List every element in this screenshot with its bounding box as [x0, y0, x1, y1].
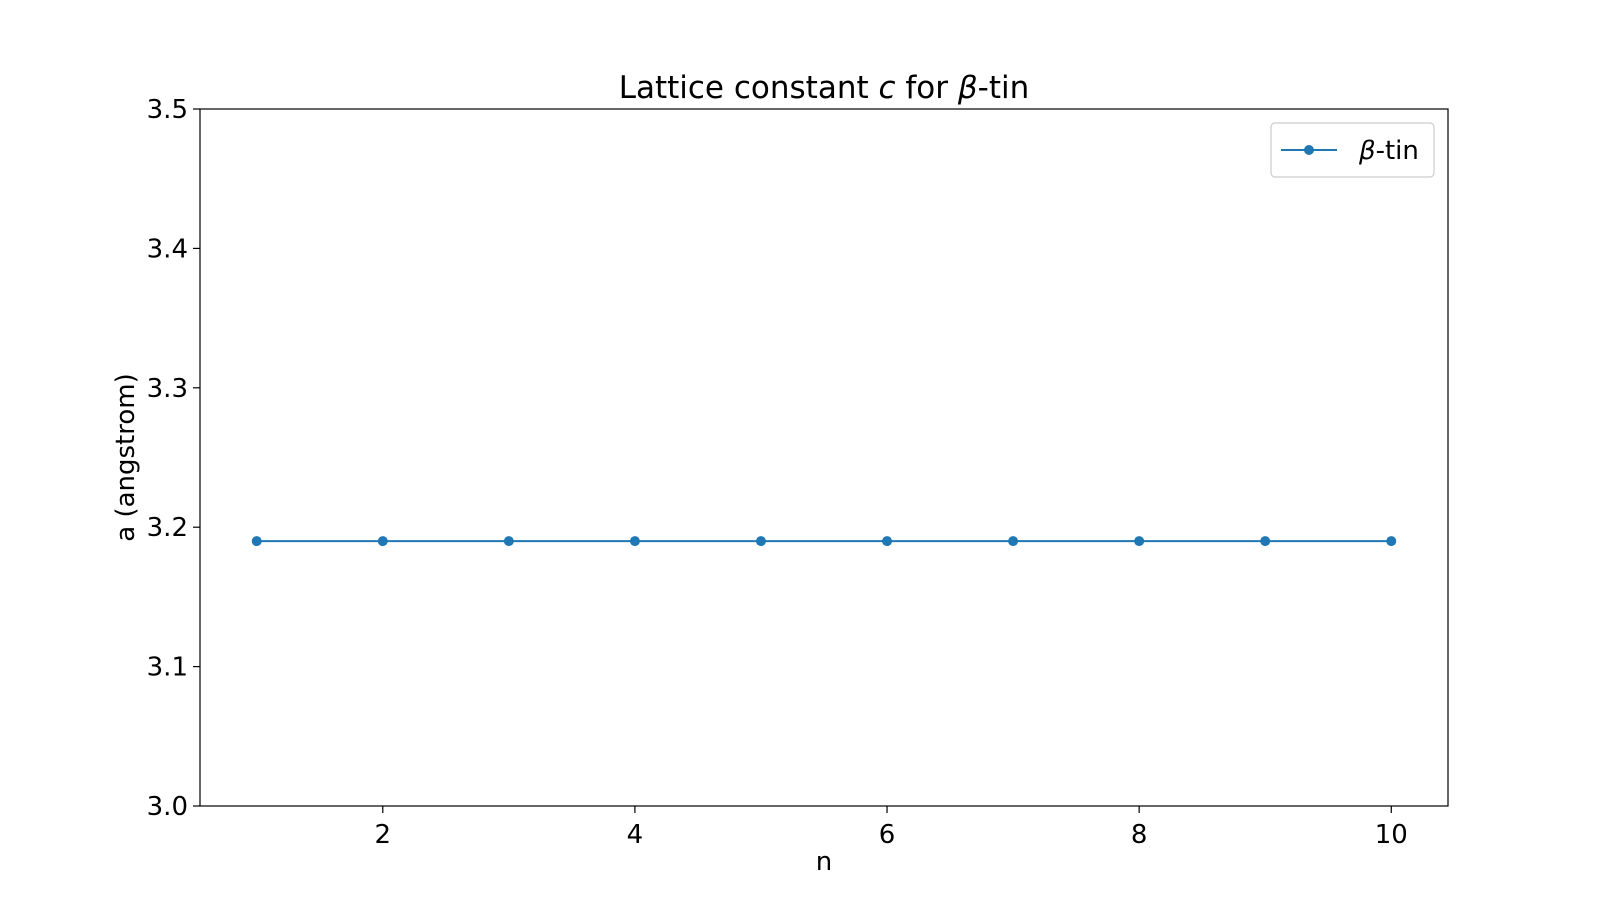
x-tick-label: 10 — [1375, 820, 1408, 850]
y-axis-ticks: 3.0 3.1 3.2 3.3 3.4 3.5 — [147, 95, 200, 822]
y-tick-label: 3.2 — [147, 513, 188, 543]
series-layer — [251, 536, 1397, 547]
data-point — [1386, 536, 1397, 547]
y-tick-label: 3.5 — [147, 95, 188, 125]
legend-box — [1270, 122, 1435, 178]
data-point — [755, 536, 766, 547]
y-tick-label: 3.3 — [147, 374, 188, 404]
data-point — [1008, 536, 1019, 547]
y-tick-label: 3.4 — [147, 234, 188, 264]
chart-title: Lattice constant c for β-tin — [619, 70, 1030, 106]
legend: β-tin — [1270, 122, 1435, 178]
x-tick-label: 8 — [1131, 820, 1148, 850]
data-point — [503, 536, 514, 547]
x-tick-label: 4 — [627, 820, 644, 850]
data-point — [1134, 536, 1145, 547]
data-point — [882, 536, 893, 547]
y-tick-label: 3.1 — [147, 653, 188, 683]
legend-label: β-tin — [1358, 136, 1419, 166]
data-point — [1260, 536, 1271, 547]
x-axis-ticks: 2 4 6 8 10 — [375, 806, 1408, 850]
x-tick-label: 6 — [879, 820, 896, 850]
legend-marker — [1304, 145, 1314, 155]
plot-area-frame — [199, 108, 1449, 807]
data-point — [629, 536, 640, 547]
data-point — [377, 536, 388, 547]
x-tick-label: 2 — [375, 820, 392, 850]
y-tick-label: 3.0 — [147, 792, 188, 822]
data-point — [251, 536, 262, 547]
y-axis-label: a (angstrom) — [111, 373, 141, 542]
x-axis-label: n — [816, 847, 832, 877]
